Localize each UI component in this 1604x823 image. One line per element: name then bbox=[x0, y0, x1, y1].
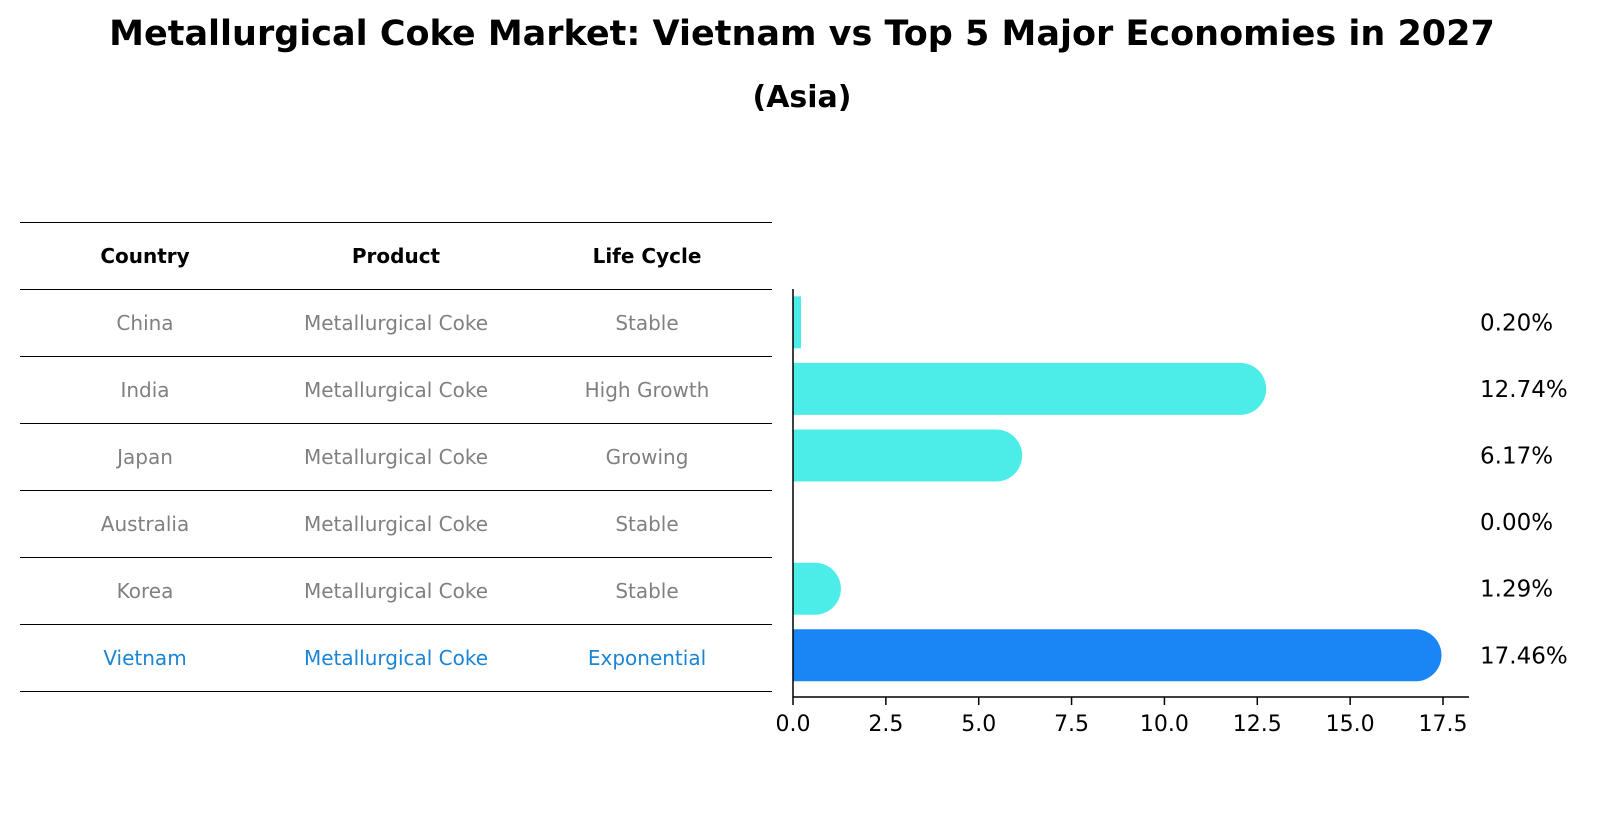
table-row-highlight: Vietnam Metallurgical Coke Exponential bbox=[20, 625, 772, 692]
value-label-china: 0.20% bbox=[1480, 310, 1553, 336]
x-tick-label: 12.5 bbox=[1233, 712, 1282, 737]
bars-group bbox=[793, 296, 1442, 682]
x-tick-label: 5.0 bbox=[961, 712, 996, 737]
cell-life-cycle: High Growth bbox=[584, 378, 710, 402]
table-header-row: Country Product Life Cycle bbox=[20, 222, 772, 290]
cell-life-cycle: Growing bbox=[605, 445, 689, 469]
x-tick-label: 2.5 bbox=[868, 712, 903, 737]
cell-country: Japan bbox=[117, 445, 173, 469]
value-label-india: 12.74% bbox=[1480, 377, 1568, 403]
header-country: Country bbox=[100, 244, 190, 268]
cell-product: Metallurgical Coke bbox=[303, 445, 489, 469]
cell-country: India bbox=[120, 378, 170, 402]
table-row: India Metallurgical Coke High Growth bbox=[20, 357, 772, 424]
cell-product: Metallurgical Coke bbox=[303, 311, 489, 335]
bar-korea bbox=[793, 562, 841, 615]
value-label-korea: 1.29% bbox=[1480, 577, 1553, 603]
table-row: Australia Metallurgical Coke Stable bbox=[20, 491, 772, 558]
x-tick-label: 17.5 bbox=[1419, 712, 1468, 737]
x-tick-label: 7.5 bbox=[1054, 712, 1089, 737]
cell-country: Australia bbox=[100, 512, 190, 536]
value-labels-group: 0.20% 12.74% 6.17% 0.00% 1.29% 17.46% bbox=[1480, 310, 1568, 669]
data-table: Country Product Life Cycle China Metallu… bbox=[20, 222, 772, 692]
cell-country: Korea bbox=[116, 579, 174, 603]
cell-life-cycle: Exponential bbox=[587, 646, 707, 670]
x-axis: 0.0 2.5 5.0 7.5 10.0 12.5 15.0 17.5 bbox=[776, 289, 1469, 737]
value-label-vietnam: 17.46% bbox=[1480, 643, 1568, 669]
bar-japan bbox=[793, 429, 1023, 482]
cell-product: Metallurgical Coke bbox=[303, 646, 489, 670]
table-row: Japan Metallurgical Coke Growing bbox=[20, 424, 772, 491]
header-product: Product bbox=[351, 244, 441, 268]
x-tick-label: 15.0 bbox=[1326, 712, 1375, 737]
cell-life-cycle: Stable bbox=[615, 579, 679, 603]
value-label-japan: 6.17% bbox=[1480, 444, 1553, 470]
cell-country: Vietnam bbox=[103, 646, 187, 670]
cell-product: Metallurgical Coke bbox=[303, 512, 489, 536]
cell-product: Metallurgical Coke bbox=[303, 378, 489, 402]
value-label-australia: 0.00% bbox=[1480, 510, 1553, 536]
cell-life-cycle: Stable bbox=[615, 311, 679, 335]
chart-title: Metallurgical Coke Market: Vietnam vs To… bbox=[109, 14, 1495, 54]
x-tick-label: 10.0 bbox=[1140, 712, 1189, 737]
bar-india bbox=[793, 362, 1267, 415]
table-row: Korea Metallurgical Coke Stable bbox=[20, 558, 772, 625]
bar-china bbox=[793, 296, 801, 349]
cell-product: Metallurgical Coke bbox=[303, 579, 489, 603]
table-row: China Metallurgical Coke Stable bbox=[20, 290, 772, 357]
chart-subtitle: (Asia) bbox=[752, 80, 852, 115]
cell-country: China bbox=[116, 311, 174, 335]
header-life-cycle: Life Cycle bbox=[592, 244, 702, 268]
cell-life-cycle: Stable bbox=[615, 512, 679, 536]
bar-vietnam bbox=[793, 629, 1442, 682]
x-tick-label: 0.0 bbox=[776, 712, 811, 737]
